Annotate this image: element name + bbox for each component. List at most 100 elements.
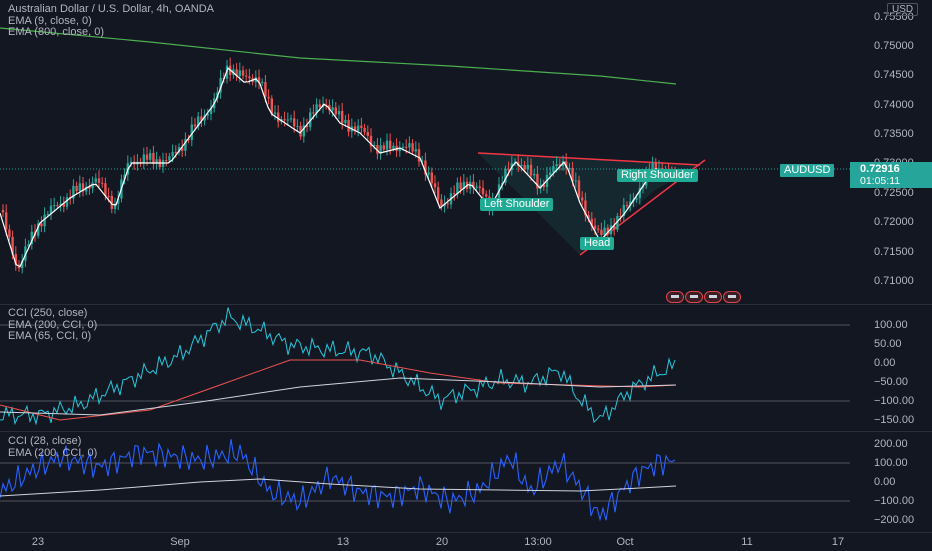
cci28-chart[interactable] [0,432,850,532]
candle-body [238,70,241,77]
cci28-pane[interactable] [0,432,850,532]
candle-body [574,180,577,182]
cci250-legend-3[interactable]: EMA (65, CCI, 0) [8,330,92,342]
candle-body [21,260,24,269]
cci250-pane[interactable] [0,305,850,431]
candle-body [110,195,113,209]
cci250-legend-2[interactable]: EMA (200, CCI, 0) [8,318,98,331]
candle-body [456,182,459,195]
price-legend: Australian Dollar / U.S. Dollar, 4h, OAN… [8,3,215,39]
candle-body [184,139,187,151]
candle-body [104,183,107,196]
candle-body [373,144,376,147]
candle-body [478,186,481,188]
candle-body [360,125,363,128]
legend-title[interactable]: Australian Dollar / U.S. Dollar, 4h, OAN… [8,3,215,15]
cci28-legend-1[interactable]: CCI (28, close) [8,435,82,447]
time-label: Oct [616,536,634,548]
candle-body [88,186,91,189]
candle-body [165,160,168,162]
event-flag-icon[interactable] [723,291,741,303]
candle-body [245,75,248,77]
candle-body [187,139,190,141]
cci-tick: 100.00 [874,319,908,331]
candle-body [568,168,571,170]
candle-body [593,225,597,229]
candle-body [5,212,8,230]
candle-body [616,215,619,230]
annotation-left-shoulder[interactable]: Left Shoulder [480,198,554,211]
candle-body [609,225,613,235]
candle-body [155,159,158,164]
candle-body [200,116,203,121]
candle-body [43,214,46,227]
time-axis[interactable]: 23 Sep 13 20 13:00 Oct 11 17 [0,532,932,551]
candle-body [584,200,587,216]
bar-countdown: 01:05:11 [860,175,901,187]
candle-body [475,186,478,188]
candle-body [117,198,120,204]
cci250-axis[interactable]: 100.00 50.00 0.00 −50.00 −100.00 −150.00 [850,305,932,431]
cci250-chart[interactable] [0,305,850,431]
candle-body [654,162,657,171]
candle-body [145,154,149,160]
cci250-legend-1[interactable]: CCI (250, close) [8,307,88,319]
candle-body [341,110,344,124]
pane-divider[interactable] [0,431,932,432]
event-flag-icon[interactable] [704,291,722,303]
candle-body [123,174,126,180]
candle-body [168,156,171,161]
candle-body [97,178,101,183]
price-pane[interactable] [0,0,850,304]
candle-body [142,154,145,164]
candle-body [81,183,85,192]
candle-body [283,119,286,121]
candle-body [206,113,209,116]
annotation-head[interactable]: Head [580,237,615,250]
candle-body [552,166,555,173]
annotation-right-shoulder[interactable]: Right Shoulder [617,169,698,182]
candle-body [379,145,382,154]
currency-badge[interactable]: USD [887,3,919,16]
legend-ema-slow[interactable]: EMA (800, close, 0) [8,26,104,38]
cci-tick: −200.00 [874,514,915,526]
candle-body [437,187,440,200]
cci-tick: 50.00 [874,338,902,350]
candle-body [606,227,609,235]
candle-body [241,70,245,76]
candle-body [181,147,184,151]
candle-body [312,112,315,114]
event-flag-icon[interactable] [685,291,703,303]
cci-tick: −150.00 [874,414,915,426]
event-flag-icon[interactable] [666,291,684,303]
cci28-legend-2[interactable]: EMA (200, CCI, 0) [8,446,98,459]
price-axis[interactable]: 0.75500 0.75000 0.74500 0.74000 0.73500 … [850,0,932,304]
cci28-axis[interactable]: 200.00 100.00 0.00 −100.00 −200.00 [850,432,932,532]
cci250-ema65-line [0,359,677,421]
cci250-legend: CCI (250, close) EMA (200, CCI, 0) EMA (… [8,307,98,343]
candle-body [440,199,443,207]
candle-body [289,118,293,120]
last-price: 0.72916 [860,163,900,175]
candle-body [190,124,193,140]
candle-body [94,178,97,183]
pane-divider[interactable] [0,304,932,305]
legend-ema-fast[interactable]: EMA (9, close, 0) [8,14,92,27]
candle-body [347,119,350,132]
candle-body [427,172,430,175]
candle-body [462,181,465,190]
price-tick: 0.72500 [874,187,914,199]
candle-body [398,148,401,152]
candle-body [149,152,152,160]
candle-body [507,168,510,170]
candle-body [597,228,600,230]
candle-body [481,187,485,195]
candle-body [405,146,408,148]
economic-events[interactable] [666,291,741,303]
price-chart[interactable] [0,0,850,304]
candle-body [625,204,629,206]
price-tick: 0.73500 [874,128,914,140]
candle-body [30,231,33,245]
candle-body [91,182,94,189]
candle-body [286,119,289,121]
